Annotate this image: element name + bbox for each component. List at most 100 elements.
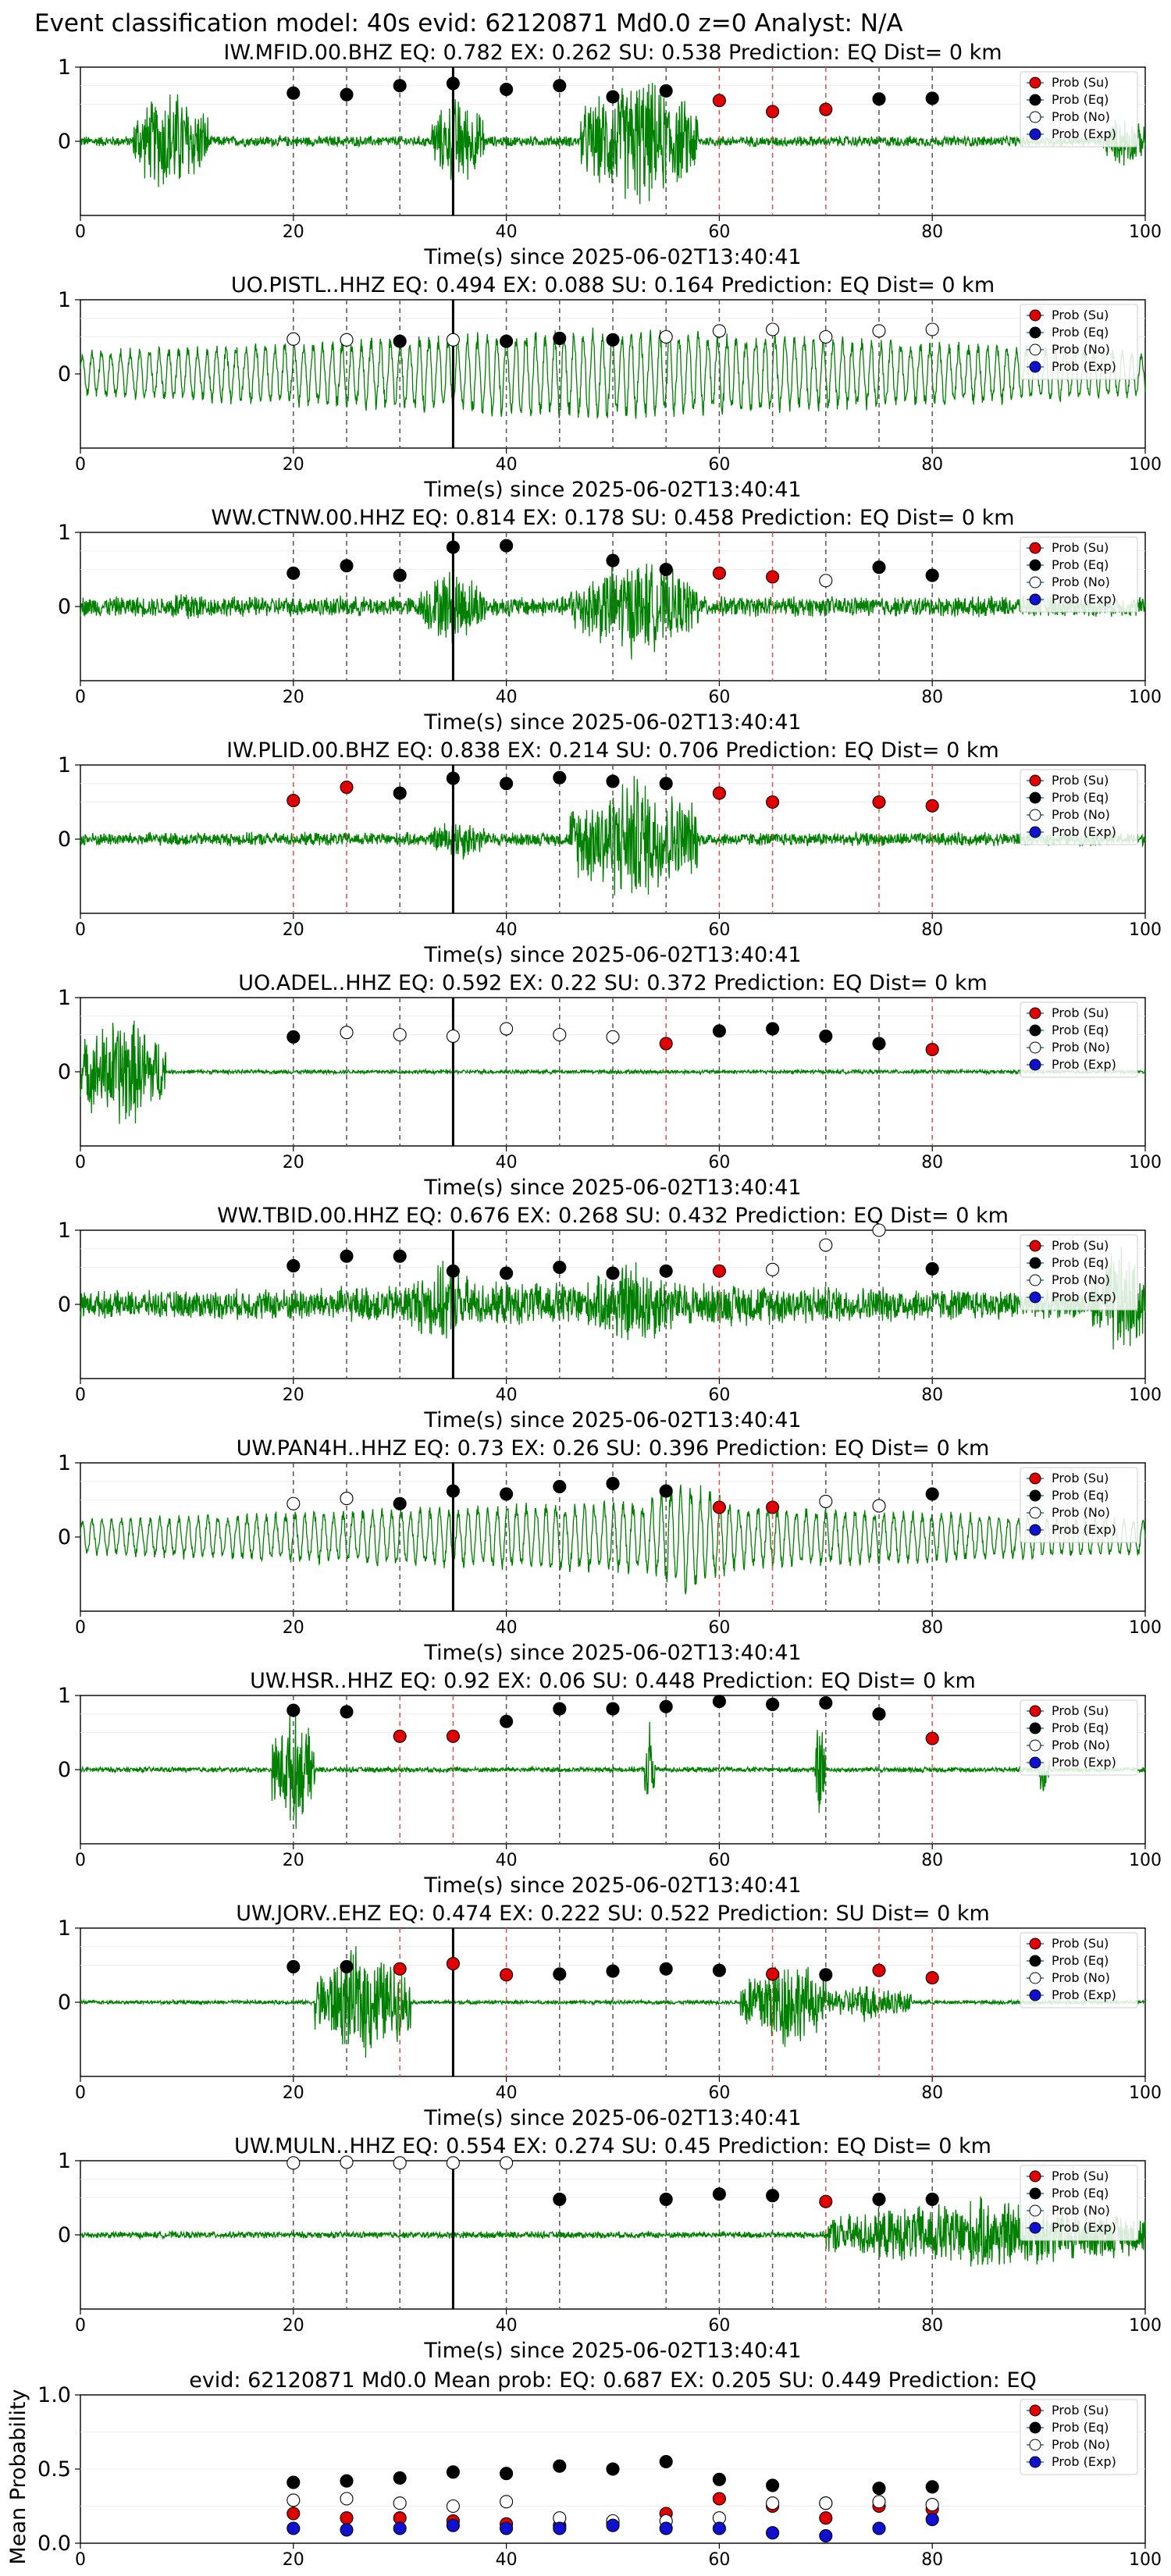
legend-marker-red [1029, 542, 1041, 554]
prob-point-no [659, 329, 673, 344]
prob-point-eq [659, 1962, 673, 1976]
prob-point-no [766, 1262, 780, 1276]
y-tick-label: 1 [58, 521, 71, 545]
prob-point-eq [712, 2187, 726, 2201]
prob-point-eq [872, 1707, 886, 1721]
legend-label: Prob (Su) [1052, 773, 1109, 788]
x-tick-label: 20 [283, 455, 304, 475]
x-axis-label: Time(s) since 2025-06-02T13:40:41 [423, 2339, 801, 2363]
prob-point-eq [606, 553, 620, 568]
mean-prob-point-no [287, 2493, 301, 2507]
x-tick-label: 40 [496, 1386, 518, 1405]
legend-marker-blue [1029, 2222, 1041, 2234]
x-tick-label: 20 [283, 1153, 304, 1172]
summary-panel: evid: 62120871 Md0.0 Mean prob: EQ: 0.68… [6, 2368, 1162, 2570]
x-tick-label: 0 [75, 2550, 86, 2570]
prob-point-eq [553, 1479, 567, 1493]
legend-marker-black [1029, 1024, 1041, 1037]
mean-prob-point-exp [766, 2526, 780, 2540]
prob-point-su [500, 1968, 514, 1982]
prob-point-eq [766, 2189, 780, 2203]
prob-point-eq [393, 568, 407, 582]
y-tick-label: 1 [58, 2149, 71, 2173]
legend: Prob (Su) Prob (Eq) Prob (No) Prob (Exp) [1020, 1932, 1138, 2008]
legend-marker-blue [1029, 1291, 1041, 1304]
x-tick-label: 40 [496, 1153, 518, 1172]
legend-box [1020, 1002, 1138, 1078]
x-tick-label: 0 [75, 1618, 86, 1638]
prob-point-no [500, 1022, 514, 1036]
legend-label: Prob (No) [1052, 1970, 1110, 1985]
legend-label: Prob (Eq) [1052, 2186, 1109, 2201]
legend-label: Prob (Exp) [1052, 2454, 1116, 2469]
prob-point-su [712, 786, 726, 800]
legend-marker-red [1029, 1705, 1041, 1717]
prob-point-no [287, 2156, 301, 2170]
mean-prob-point-exp [393, 2521, 407, 2535]
x-tick-label: 40 [496, 920, 518, 940]
prob-point-eq [393, 1249, 407, 1263]
mean-prob-point-no [446, 2499, 460, 2514]
legend-label: Prob (Exp) [1052, 1522, 1116, 1537]
mean-prob-point-su [287, 2507, 301, 2521]
x-tick-label: 20 [283, 1851, 304, 1870]
x-tick-label: 60 [708, 1153, 730, 1172]
prob-point-eq [766, 1697, 780, 1711]
mean-prob-point-eq [287, 2475, 301, 2489]
legend: Prob (Su) Prob (Eq) Prob (No) Prob (Exp) [1020, 1002, 1138, 1078]
prob-point-eq [340, 1249, 354, 1263]
legend-box [1020, 304, 1138, 380]
x-axis-label: Time(s) since 2025-06-02T13:40:41 [423, 943, 801, 967]
prob-point-eq [872, 560, 886, 575]
legend-label: Prob (No) [1052, 1040, 1110, 1055]
waveform-trace [80, 1484, 1146, 1595]
station-panel: UO.ADEL..HHZ EQ: 0.592 EX: 0.22 SU: 0.37… [58, 971, 1162, 1200]
y-tick-label: 1 [58, 986, 71, 1010]
legend: Prob (Su) Prob (Eq) Prob (No) Prob (Exp) [1020, 304, 1138, 380]
x-tick-label: 40 [496, 2316, 518, 2336]
legend-marker-white [1029, 1041, 1041, 1054]
prob-point-eq [659, 777, 673, 791]
prob-point-eq [659, 1264, 673, 1278]
legend-marker-white [1029, 2439, 1041, 2451]
x-axis-label: Time(s) since 2025-06-02T13:40:41 [423, 1408, 801, 1432]
prob-point-su [925, 1042, 939, 1057]
y-tick-label: 0 [58, 1525, 71, 1550]
x-tick-label: 0 [75, 1153, 86, 1172]
legend-box [1020, 1699, 1138, 1776]
x-tick-label: 60 [708, 455, 730, 475]
mean-prob-point-exp [500, 2521, 514, 2535]
legend-marker-blue [1029, 1524, 1041, 1536]
prob-point-eq [500, 1714, 514, 1728]
prob-point-no [446, 1029, 460, 1043]
legend-marker-white [1029, 1972, 1041, 1984]
prob-point-eq [659, 84, 673, 98]
legend-marker-blue [1029, 1989, 1041, 2001]
legend-label: Prob (Exp) [1052, 1057, 1116, 1072]
legend: Prob (Su) Prob (Eq) Prob (No) Prob (Exp) [1020, 2399, 1138, 2475]
x-tick-label: 20 [283, 1386, 304, 1405]
prob-point-no [500, 2156, 514, 2170]
y-tick-label: 0 [58, 827, 71, 852]
prob-point-su [925, 1731, 939, 1745]
mean-prob-point-eq [446, 2465, 460, 2479]
x-tick-label: 80 [921, 1618, 943, 1638]
x-axis-label: Time(s) since 2025-06-02T13:40:41 [423, 710, 801, 735]
x-tick-label: 0 [75, 1386, 86, 1405]
mean-prob-point-su [340, 2511, 354, 2525]
x-tick-label: 100 [1129, 222, 1162, 242]
x-tick-label: 100 [1129, 2083, 1162, 2103]
waveform-trace [80, 1247, 1146, 1350]
prob-point-su [712, 1264, 726, 1278]
prob-point-no [340, 1492, 354, 1506]
x-tick-label: 0 [75, 455, 86, 475]
prob-point-no [393, 2156, 407, 2170]
prob-point-eq [287, 1959, 301, 1973]
mean-prob-point-exp [925, 2513, 939, 2527]
legend: Prob (Su) Prob (Eq) Prob (No) Prob (Exp) [1020, 1234, 1138, 1311]
legend-marker-white [1029, 111, 1041, 123]
prob-point-eq [287, 1259, 301, 1273]
prob-point-no [925, 322, 939, 336]
prob-point-eq [287, 1030, 301, 1044]
mean-prob-point-eq [606, 2462, 620, 2476]
